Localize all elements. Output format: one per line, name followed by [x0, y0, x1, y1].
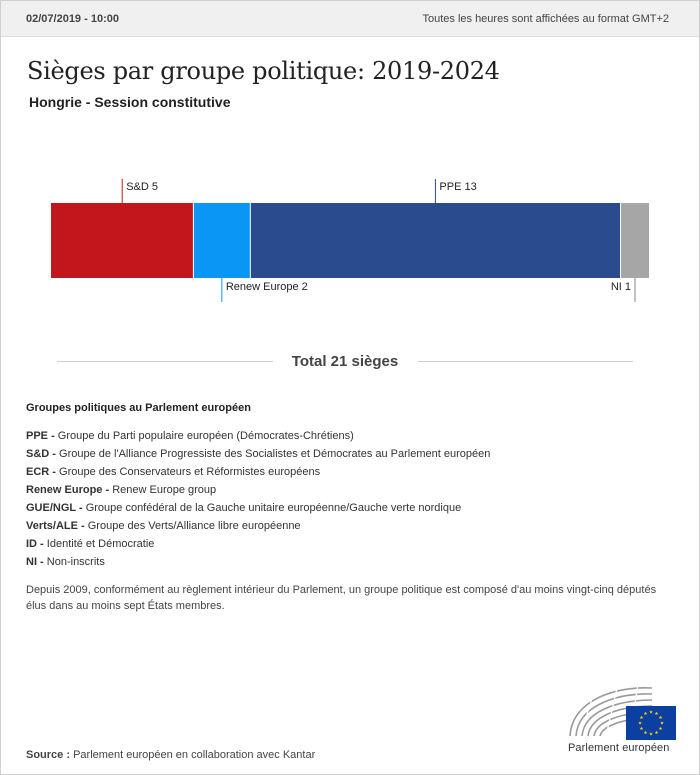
eu-star-icon: [639, 715, 644, 720]
eu-star-icon: [654, 711, 659, 716]
legend-item: ECR - Groupe des Conservateurs et Réform…: [26, 463, 490, 481]
legend-separator: -: [77, 520, 88, 532]
eu-star-icon: [660, 721, 664, 725]
legend-description: Groupe des Conservateurs et Réformistes …: [59, 466, 321, 478]
seat-distribution-chart: S&D 5 Renew Europe 2 PPE 13 NI 1: [51, 179, 649, 302]
rules-note: Depuis 2009, conformément au règlement i…: [26, 584, 657, 612]
european-parliament-logo-icon: [569, 683, 676, 740]
logo-text: Parlement européen: [568, 742, 670, 754]
legend-description: Groupe confédéral de la Gauche unitaire …: [85, 502, 462, 514]
eu-star-icon: [643, 711, 648, 716]
eu-star-icon: [638, 721, 642, 725]
legend-separator: -: [49, 466, 60, 478]
eu-star-icon: [649, 732, 653, 736]
legend-item: S&D - Groupe de l'Alliance Progressiste …: [26, 445, 490, 463]
legend-item: NI - Non-inscrits: [26, 553, 490, 571]
total-seats: Total 21 sièges: [57, 352, 633, 372]
groups-legend: PPE - Groupe du Parti populaire européen…: [26, 427, 490, 571]
header-date: 02/07/2019 - 10:00: [26, 13, 119, 25]
source-label: Source :: [26, 749, 71, 761]
legend-separator: -: [49, 448, 60, 460]
total-divider-left: [57, 361, 273, 362]
legend-separator: -: [48, 430, 58, 442]
legend-description: Groupe du Parti populaire européen (Démo…: [57, 430, 354, 442]
legend-abbr: Verts/ALE: [26, 520, 78, 532]
legend-description: Non-inscrits: [46, 556, 105, 568]
bar-segment-ppe: [250, 203, 621, 278]
data-label: Renew Europe 2: [226, 281, 308, 293]
source-line: Source : Parlement européen en collabora…: [26, 749, 315, 761]
eu-star-icon: [658, 726, 663, 731]
eu-star-icon: [643, 730, 648, 735]
legend-abbr: Renew Europe: [26, 484, 103, 496]
legend-abbr: S&D: [26, 448, 50, 460]
legend-separator: -: [102, 484, 113, 496]
eu-star-icon: [649, 710, 653, 714]
legend-separator: -: [37, 538, 47, 550]
legend-abbr: NI: [26, 556, 37, 568]
bar-segment-ni: [620, 203, 649, 278]
legend-item: Verts/ALE - Groupe des Verts/Alliance li…: [26, 517, 490, 535]
header-bar: 02/07/2019 - 10:00 Toutes les heures son…: [1, 1, 699, 37]
legend-abbr: ID: [26, 538, 37, 550]
legend-title: Groupes politiques au Parlement européen: [26, 402, 251, 414]
eu-star-icon: [658, 715, 663, 720]
data-label: PPE 13: [439, 181, 476, 193]
legend-abbr: PPE: [26, 430, 49, 442]
legend-description: Groupe de l'Alliance Progressiste des So…: [59, 448, 491, 460]
page-title: Sièges par groupe politique: 2019-2024: [27, 57, 500, 85]
eu-star-icon: [654, 730, 659, 735]
legend-separator: -: [75, 502, 86, 514]
legend-description: Renew Europe group: [112, 484, 217, 496]
page-subtitle: Hongrie - Session constitutive: [29, 94, 231, 110]
bar-segment-s-d: [51, 203, 194, 278]
legend-item: Renew Europe - Renew Europe group: [26, 481, 490, 499]
data-label: NI 1: [611, 281, 631, 293]
legend-description: Identité et Démocratie: [46, 538, 155, 550]
eu-star-icon: [639, 726, 644, 731]
legend-abbr: GUE/NGL: [26, 502, 76, 514]
legend-item: GUE/NGL - Groupe confédéral de la Gauche…: [26, 499, 490, 517]
legend-description: Groupe des Verts/Alliance libre européen…: [87, 520, 301, 532]
total-divider-right: [418, 361, 633, 362]
bar-segment-renew-europe: [193, 203, 251, 278]
data-label: S&D 5: [126, 181, 158, 193]
legend-item: ID - Identité et Démocratie: [26, 535, 490, 553]
legend-abbr: ECR: [26, 466, 50, 478]
legend-item: PPE - Groupe du Parti populaire européen…: [26, 427, 490, 445]
source-text: Parlement européen en collaboration avec…: [73, 749, 316, 761]
total-seats-label: Total 21 sièges: [291, 353, 399, 370]
timezone-note: Toutes les heures sont affichées au form…: [422, 13, 669, 25]
legend-separator: -: [37, 556, 47, 568]
